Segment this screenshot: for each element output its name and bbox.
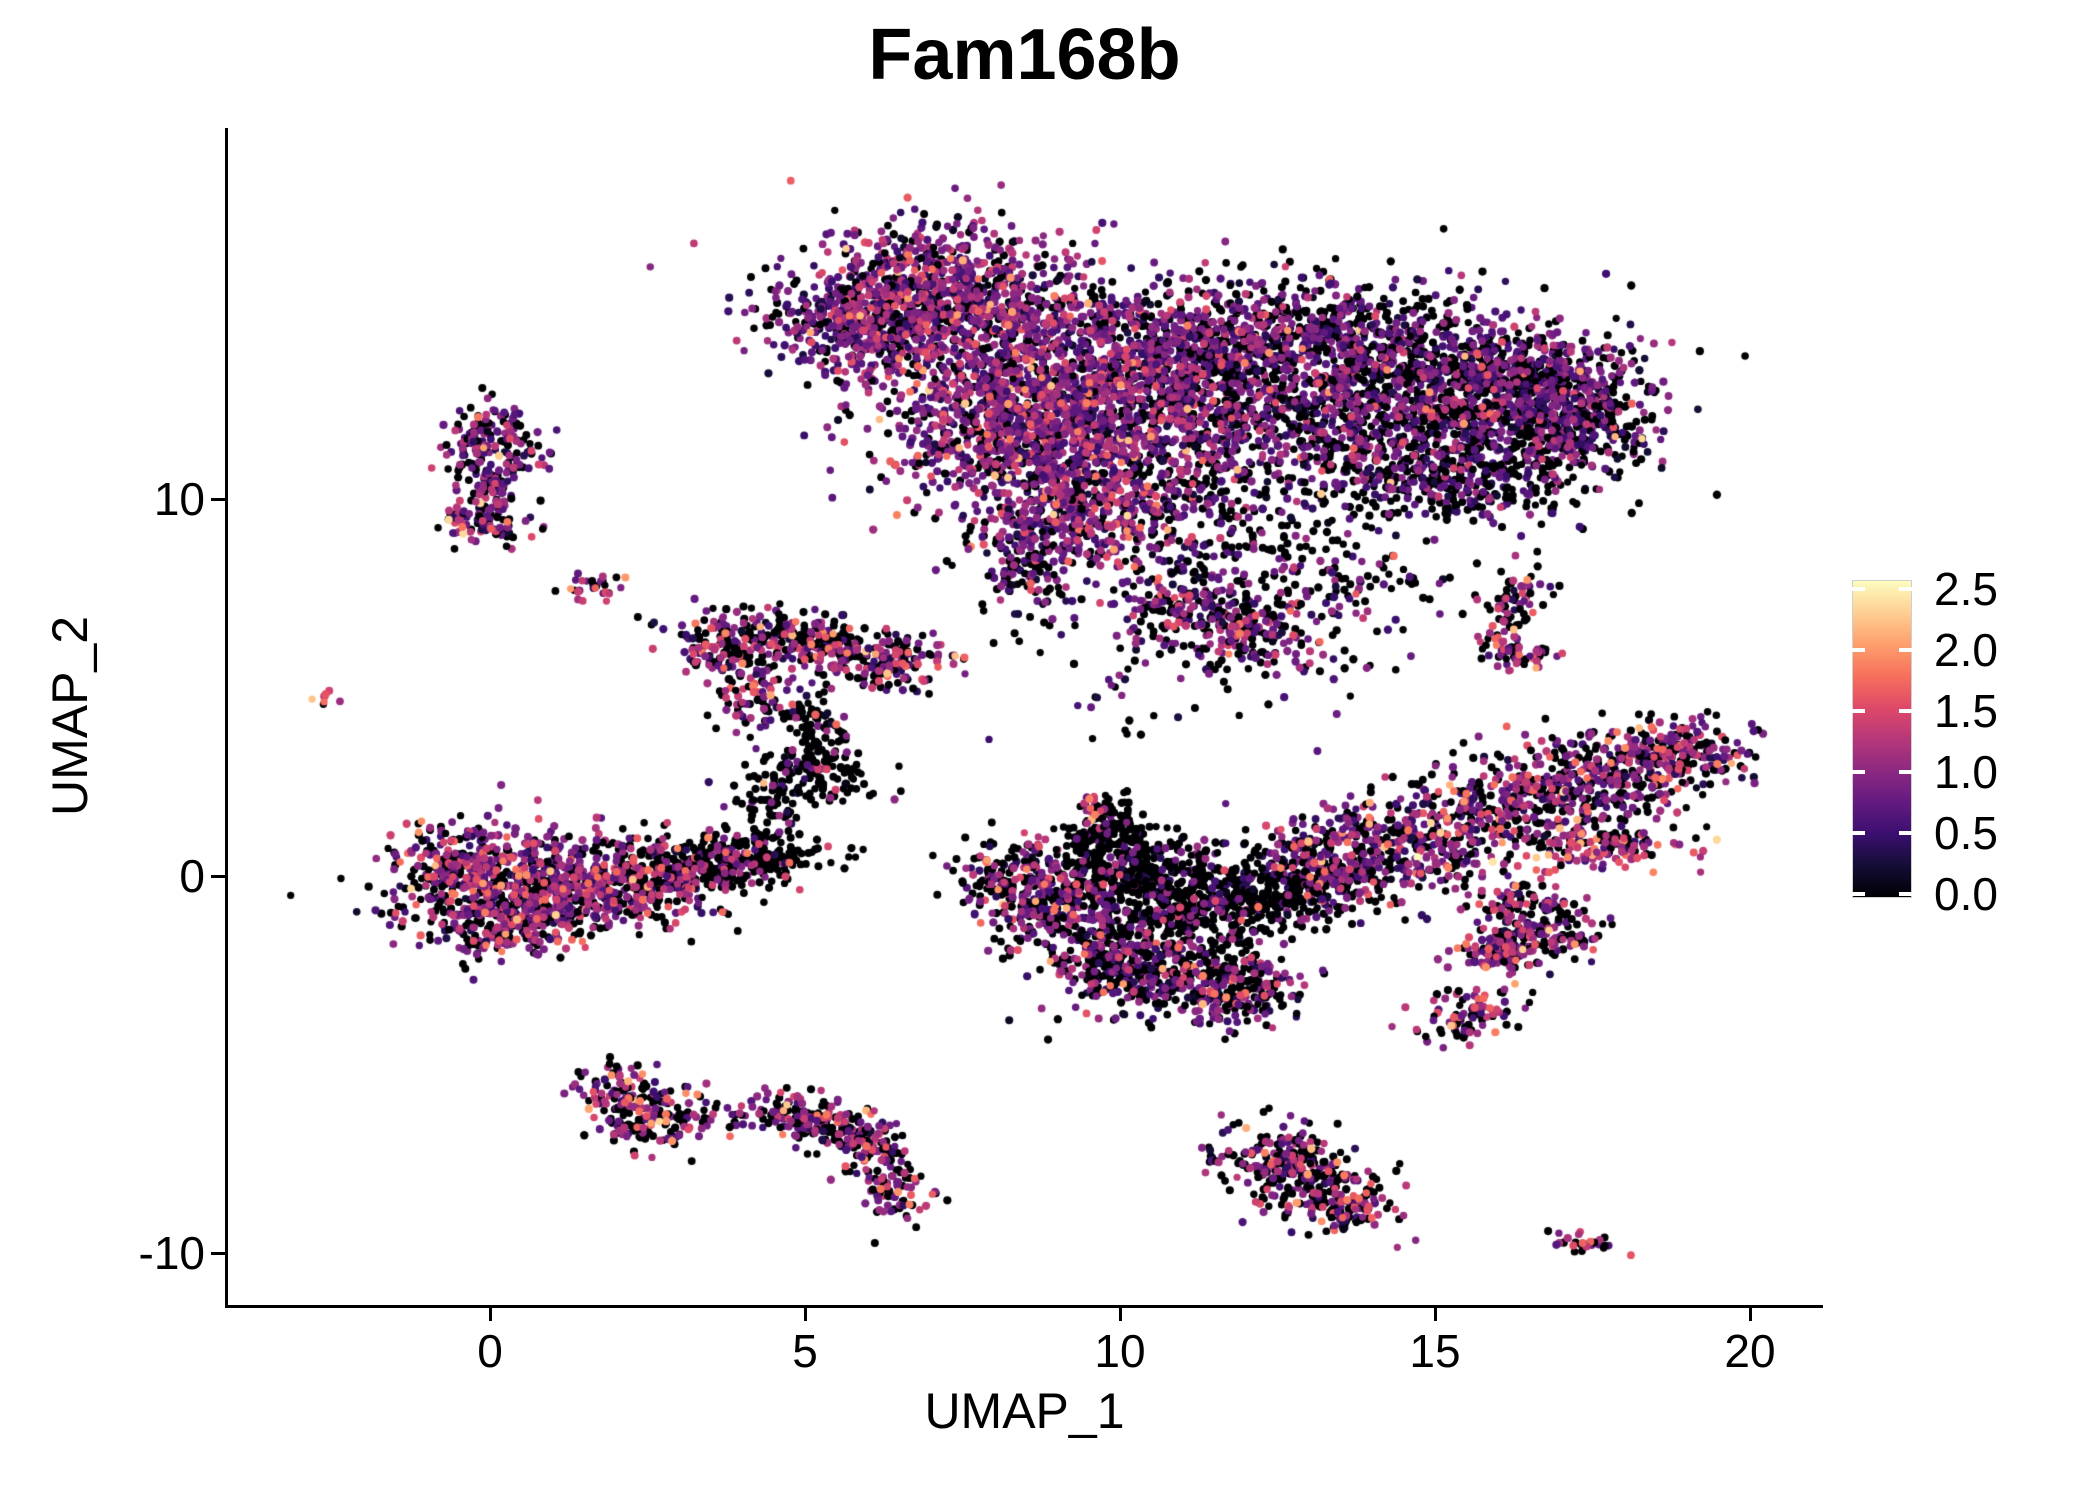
colorbar-tick-notch-left bbox=[1852, 648, 1865, 652]
x-tick bbox=[1118, 1308, 1122, 1321]
colorbar-tick-label: 2.0 bbox=[1934, 624, 1998, 676]
colorbar-tick-label: 1.5 bbox=[1934, 685, 1998, 737]
x-tick-label: 15 bbox=[1409, 1325, 1461, 1377]
colorbar-tick-notch-right bbox=[1899, 892, 1912, 896]
colorbar-tick-label: 2.5 bbox=[1934, 563, 1998, 615]
y-axis-line bbox=[225, 128, 228, 1308]
colorbar-tick-notch-left bbox=[1852, 709, 1865, 713]
colorbar-tick-notch-left bbox=[1852, 892, 1865, 896]
y-axis-title: UMAP_2 bbox=[42, 615, 98, 817]
x-tick-label: 10 bbox=[1094, 1325, 1146, 1377]
x-tick-label: 20 bbox=[1724, 1325, 1776, 1377]
colorbar-tick-notch-left bbox=[1852, 770, 1865, 774]
y-tick-label: 0 bbox=[179, 850, 205, 902]
colorbar-tick-notch-right bbox=[1899, 709, 1912, 713]
x-tick bbox=[1433, 1308, 1437, 1321]
x-axis-line bbox=[225, 1305, 1823, 1308]
y-tick bbox=[211, 497, 225, 501]
colorbar-tick-notch-right bbox=[1899, 648, 1912, 652]
y-tick bbox=[211, 874, 225, 878]
colorbar-tick-notch-right bbox=[1899, 587, 1912, 591]
x-tick-label: 5 bbox=[792, 1325, 818, 1377]
x-tick-label: 0 bbox=[477, 1325, 503, 1377]
colorbar-tick-notch-left bbox=[1852, 831, 1865, 835]
colorbar-tick-notch-right bbox=[1899, 831, 1912, 835]
y-tick-label: 10 bbox=[153, 473, 205, 525]
y-tick bbox=[211, 1251, 225, 1255]
colorbar-tick-notch-right bbox=[1899, 770, 1912, 774]
plot-title: Fam168b bbox=[868, 15, 1181, 95]
y-tick-label: -10 bbox=[138, 1227, 205, 1279]
x-tick bbox=[1748, 1308, 1752, 1321]
x-tick bbox=[803, 1308, 807, 1321]
colorbar-tick-notch-left bbox=[1852, 587, 1865, 591]
colorbar-tick-label: 1.0 bbox=[1934, 746, 1998, 798]
colorbar-tick-label: 0.5 bbox=[1934, 807, 1998, 859]
x-tick bbox=[488, 1308, 492, 1321]
colorbar bbox=[1852, 580, 1912, 898]
colorbar-tick-label: 0.0 bbox=[1934, 868, 1998, 920]
x-axis-title: UMAP_1 bbox=[924, 1383, 1125, 1439]
